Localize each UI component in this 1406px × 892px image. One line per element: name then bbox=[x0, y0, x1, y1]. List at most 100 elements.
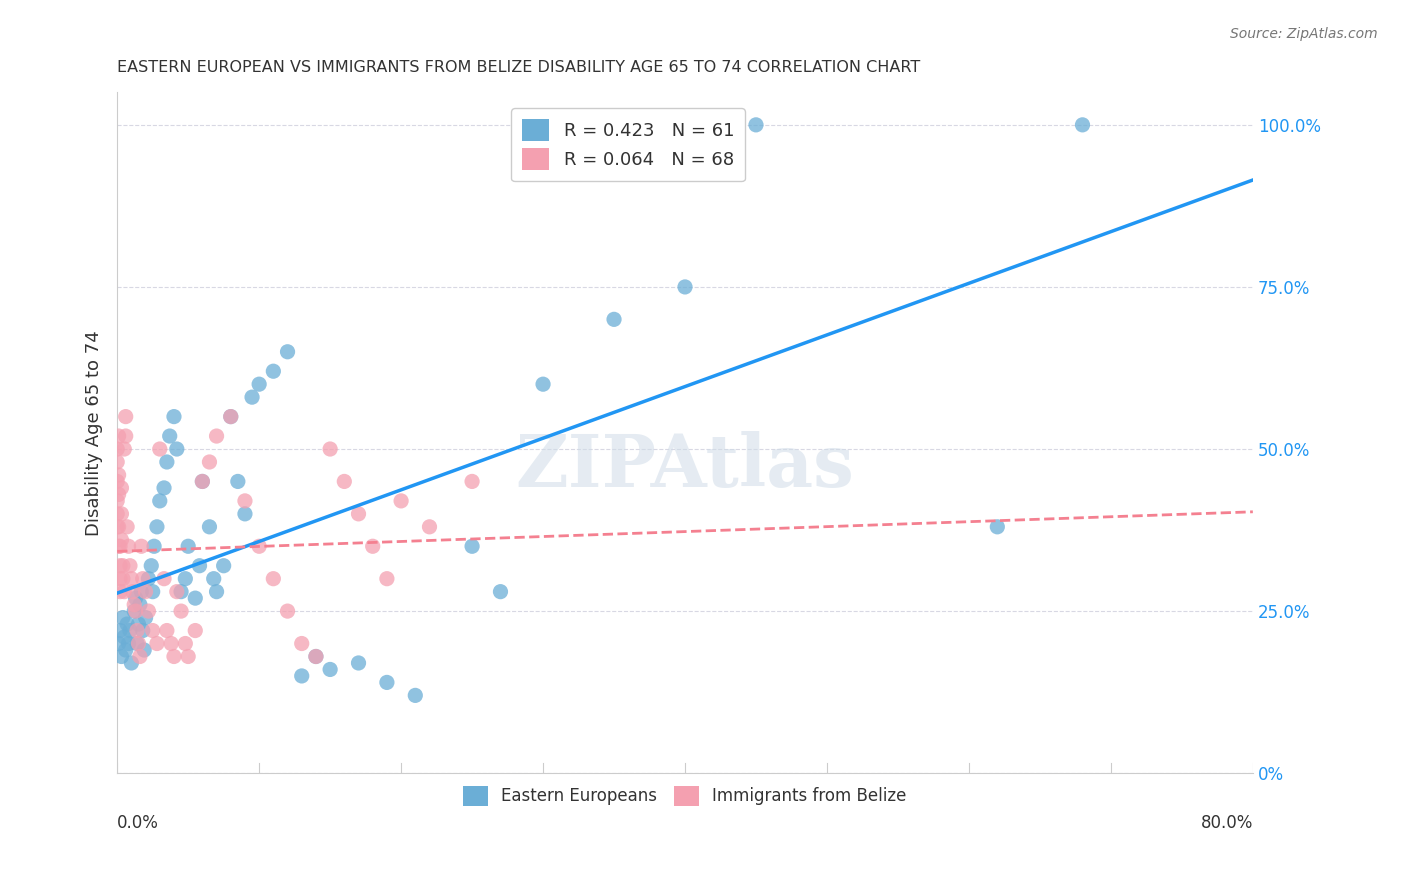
Point bbox=[219, 409, 242, 424]
Point bbox=[146, 520, 169, 534]
Point bbox=[118, 558, 141, 573]
Point bbox=[673, 280, 696, 294]
Point bbox=[156, 624, 179, 638]
Point bbox=[107, 539, 129, 553]
Point bbox=[105, 475, 128, 489]
Point bbox=[163, 409, 186, 424]
Point bbox=[120, 656, 142, 670]
Point bbox=[184, 624, 207, 638]
Point bbox=[198, 455, 221, 469]
Point bbox=[198, 520, 221, 534]
Point bbox=[291, 669, 314, 683]
Point bbox=[1071, 118, 1094, 132]
Point bbox=[122, 598, 145, 612]
Point bbox=[247, 539, 270, 553]
Point bbox=[111, 558, 134, 573]
Point bbox=[153, 572, 176, 586]
Text: Source: ZipAtlas.com: Source: ZipAtlas.com bbox=[1230, 27, 1378, 41]
Point bbox=[174, 572, 197, 586]
Point bbox=[404, 689, 426, 703]
Point bbox=[142, 624, 165, 638]
Point bbox=[108, 558, 131, 573]
Legend: Eastern Europeans, Immigrants from Belize: Eastern Europeans, Immigrants from Beliz… bbox=[457, 779, 914, 813]
Point bbox=[134, 643, 156, 657]
Point bbox=[143, 539, 166, 553]
Point bbox=[205, 584, 228, 599]
Point bbox=[112, 442, 135, 456]
Point bbox=[129, 598, 152, 612]
Point bbox=[489, 584, 512, 599]
Point bbox=[156, 455, 179, 469]
Point bbox=[127, 617, 149, 632]
Point bbox=[107, 636, 129, 650]
Point bbox=[125, 636, 148, 650]
Point bbox=[212, 558, 235, 573]
Point bbox=[105, 442, 128, 456]
Point bbox=[160, 636, 183, 650]
Point bbox=[319, 663, 342, 677]
Point bbox=[132, 572, 155, 586]
Point bbox=[163, 649, 186, 664]
Point bbox=[262, 364, 284, 378]
Point bbox=[219, 409, 242, 424]
Point bbox=[205, 429, 228, 443]
Point bbox=[305, 649, 328, 664]
Point bbox=[347, 656, 370, 670]
Point bbox=[120, 572, 142, 586]
Point bbox=[105, 507, 128, 521]
Point bbox=[389, 494, 412, 508]
Point bbox=[159, 429, 181, 443]
Point bbox=[361, 539, 384, 553]
Point bbox=[108, 624, 131, 638]
Point bbox=[132, 624, 155, 638]
Point bbox=[124, 591, 146, 606]
Point bbox=[170, 584, 193, 599]
Point bbox=[107, 467, 129, 482]
Point bbox=[111, 610, 134, 624]
Point bbox=[191, 475, 214, 489]
Point bbox=[122, 604, 145, 618]
Point bbox=[153, 481, 176, 495]
Point bbox=[141, 558, 163, 573]
Point bbox=[110, 533, 132, 547]
Point bbox=[112, 630, 135, 644]
Point bbox=[603, 312, 626, 326]
Text: 0.0%: 0.0% bbox=[117, 814, 159, 832]
Point bbox=[107, 520, 129, 534]
Point bbox=[114, 429, 136, 443]
Point bbox=[142, 584, 165, 599]
Point bbox=[138, 604, 160, 618]
Point bbox=[108, 539, 131, 553]
Point bbox=[233, 494, 256, 508]
Point bbox=[115, 617, 138, 632]
Point bbox=[375, 572, 398, 586]
Point bbox=[174, 636, 197, 650]
Point bbox=[111, 572, 134, 586]
Y-axis label: Disability Age 65 to 74: Disability Age 65 to 74 bbox=[86, 330, 103, 536]
Point bbox=[105, 520, 128, 534]
Point bbox=[986, 520, 1008, 534]
Text: 80.0%: 80.0% bbox=[1201, 814, 1253, 832]
Point bbox=[107, 487, 129, 501]
Point bbox=[170, 604, 193, 618]
Point bbox=[177, 539, 200, 553]
Point bbox=[188, 558, 211, 573]
Point bbox=[105, 455, 128, 469]
Point bbox=[117, 636, 139, 650]
Point bbox=[112, 584, 135, 599]
Point bbox=[247, 377, 270, 392]
Point bbox=[115, 520, 138, 534]
Point bbox=[107, 429, 129, 443]
Text: ZIPAtlas: ZIPAtlas bbox=[516, 432, 855, 502]
Point bbox=[146, 636, 169, 650]
Point bbox=[277, 344, 299, 359]
Point bbox=[108, 572, 131, 586]
Point bbox=[127, 636, 149, 650]
Point bbox=[461, 475, 484, 489]
Point bbox=[125, 624, 148, 638]
Point bbox=[138, 572, 160, 586]
Point bbox=[291, 636, 314, 650]
Point bbox=[110, 481, 132, 495]
Point bbox=[149, 442, 172, 456]
Point bbox=[375, 675, 398, 690]
